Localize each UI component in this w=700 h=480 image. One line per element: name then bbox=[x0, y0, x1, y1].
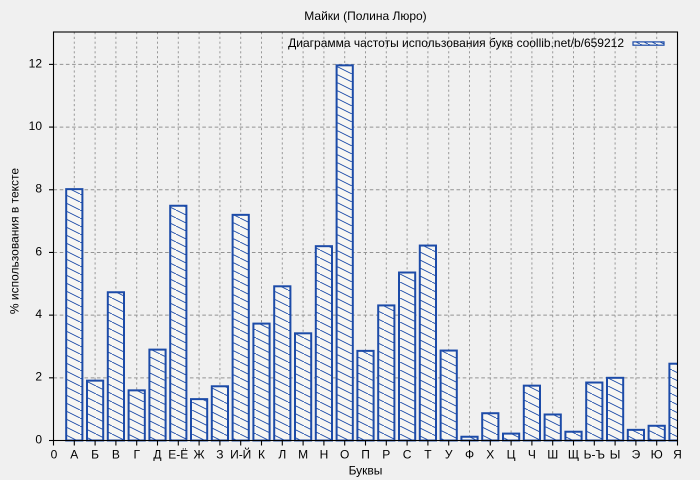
svg-text:Н: Н bbox=[320, 447, 329, 461]
svg-text:Л: Л bbox=[278, 447, 286, 461]
svg-text:И-Й: И-Й bbox=[230, 446, 251, 461]
svg-text:Ю: Ю bbox=[651, 447, 663, 461]
svg-text:Ш: Ш bbox=[547, 447, 558, 461]
svg-text:2: 2 bbox=[35, 370, 42, 384]
svg-text:6: 6 bbox=[35, 244, 42, 258]
svg-text:Буквы: Буквы bbox=[349, 464, 383, 478]
svg-text:В: В bbox=[112, 447, 120, 461]
svg-text:Я: Я bbox=[673, 447, 682, 461]
svg-text:Т: Т bbox=[424, 447, 432, 461]
svg-text:0: 0 bbox=[35, 432, 42, 446]
svg-text:Ж: Ж bbox=[194, 447, 205, 461]
svg-text:Е-Ё: Е-Ё bbox=[168, 447, 188, 461]
svg-text:Ы: Ы bbox=[610, 447, 621, 461]
svg-text:10: 10 bbox=[29, 119, 43, 133]
svg-text:З: З bbox=[216, 447, 223, 461]
svg-text:У: У bbox=[445, 447, 453, 461]
svg-text:А: А bbox=[70, 447, 78, 461]
svg-text:Диаграмма частоты использовани: Диаграмма частоты использования букв coo… bbox=[288, 36, 624, 50]
svg-text:0: 0 bbox=[51, 447, 58, 461]
svg-text:Б: Б bbox=[91, 447, 99, 461]
svg-text:Д: Д bbox=[153, 447, 161, 461]
svg-text:К: К bbox=[258, 447, 265, 461]
svg-text:Р: Р bbox=[382, 447, 390, 461]
svg-text:М: М bbox=[298, 447, 308, 461]
svg-text:Ч: Ч bbox=[528, 447, 536, 461]
svg-text:П: П bbox=[361, 447, 370, 461]
svg-text:12: 12 bbox=[29, 56, 43, 70]
svg-text:Майки (Полина Люро): Майки (Полина Люро) bbox=[304, 9, 426, 23]
svg-text:Г: Г bbox=[133, 447, 140, 461]
svg-text:О: О bbox=[340, 447, 349, 461]
svg-text:Х: Х bbox=[486, 447, 494, 461]
svg-text:8: 8 bbox=[35, 182, 42, 196]
svg-text:Ь-Ъ: Ь-Ъ bbox=[584, 447, 605, 461]
svg-text:Э: Э bbox=[632, 447, 641, 461]
svg-text:4: 4 bbox=[35, 307, 42, 321]
svg-text:Ц: Ц bbox=[507, 447, 516, 461]
svg-text:Щ: Щ bbox=[568, 447, 579, 461]
svg-text:Ф: Ф bbox=[465, 447, 474, 461]
svg-text:С: С bbox=[403, 447, 412, 461]
svg-text:% использования в тексте: % использования в тексте bbox=[8, 168, 22, 314]
